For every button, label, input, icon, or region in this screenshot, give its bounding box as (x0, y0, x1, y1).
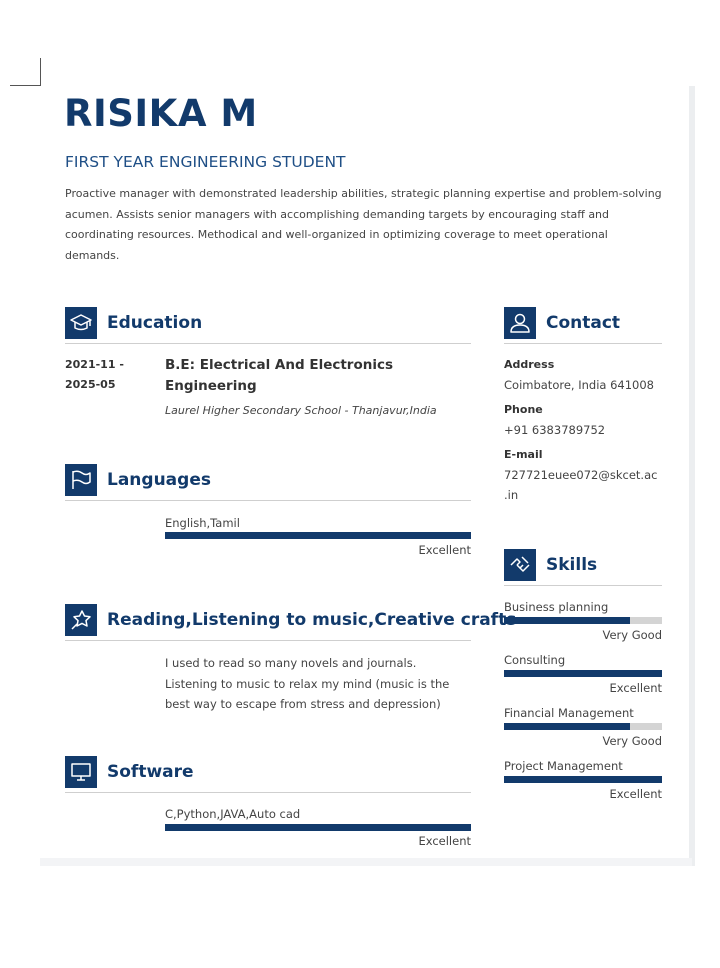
address-value: Coimbatore, India 641008 (504, 378, 654, 392)
divider (504, 585, 662, 586)
divider (65, 500, 471, 501)
resume-summary: Proactive manager with demonstrated lead… (65, 187, 662, 262)
skill-level-bar (504, 776, 662, 783)
page-shadow (689, 86, 695, 866)
hobbies-title: Reading,Listening to music,Creative craf… (107, 610, 517, 630)
skill-name: Financial Management (504, 706, 634, 720)
person-icon (504, 307, 536, 339)
star-pin-icon (65, 604, 97, 636)
address-label: Address (504, 358, 555, 371)
skill-level-bar (504, 617, 662, 624)
skill-rating: Very Good (602, 628, 662, 642)
crop-mark (10, 85, 40, 86)
skill-level-fill (504, 776, 662, 783)
skill-level-bar (504, 670, 662, 677)
contact-title: Contact (546, 313, 621, 333)
skill-name: Consulting (504, 653, 566, 667)
hobbies-heading: Reading,Listening to music,Creative craf… (65, 604, 516, 636)
software-rating: Excellent (418, 834, 471, 848)
divider (65, 792, 471, 793)
languages-heading: Languages (65, 464, 211, 496)
language-rating: Excellent (418, 543, 471, 557)
software-title: Software (107, 762, 194, 782)
education-heading: Education (65, 307, 202, 339)
education-date-end: 2025-05 (65, 378, 116, 391)
skill-level-fill (504, 617, 631, 624)
skill-rating: Excellent (609, 681, 662, 695)
language-name: English,Tamil (165, 516, 240, 530)
languages-title: Languages (107, 470, 211, 490)
resume-name: RISIKA M (64, 92, 258, 135)
email-value-continued[interactable]: .in (504, 488, 519, 502)
skill-level-fill (504, 670, 662, 677)
software-list: C,Python,JAVA,Auto cad (165, 807, 301, 821)
phone-label: Phone (504, 403, 543, 416)
hands-icon (504, 549, 536, 581)
education-school: Laurel Higher Secondary School - Thanjav… (165, 404, 437, 417)
education-title: Education (107, 313, 203, 333)
hobbies-description: I used to read so many novels and journa… (165, 656, 450, 711)
language-level-fill (165, 532, 471, 539)
email-label: E-mail (504, 448, 543, 461)
degree-line: B.E: Electrical And Electronics (165, 357, 394, 373)
monitor-icon (65, 756, 97, 788)
software-level-fill (165, 824, 471, 831)
skill-rating: Very Good (602, 734, 662, 748)
phone-value: +91 6383789752 (504, 423, 606, 437)
graduation-cap-icon (65, 307, 97, 339)
degree-line: Engineering (165, 378, 257, 394)
divider (65, 640, 471, 641)
divider (504, 343, 662, 344)
skill-name: Business planning (504, 600, 609, 614)
skill-level-fill (504, 723, 631, 730)
skill-rating: Excellent (609, 787, 662, 801)
crop-mark (40, 58, 41, 86)
language-level-bar (165, 532, 471, 539)
email-value[interactable]: 727721euee072@skcet.ac (504, 468, 658, 482)
software-level-bar (165, 824, 471, 831)
education-degree: B.E: Electrical And Electronics Engineer… (165, 355, 393, 397)
skill-level-bar (504, 723, 662, 730)
page-shadow (40, 858, 692, 866)
resume-headline: FIRST YEAR ENGINEERING STUDENT (65, 153, 346, 171)
software-heading: Software (65, 756, 194, 788)
flag-icon (65, 464, 97, 496)
skills-heading: Skills (504, 549, 597, 581)
skill-name: Project Management (504, 759, 623, 773)
education-date-start: 2021-11 - (65, 358, 124, 371)
divider (65, 343, 471, 344)
contact-heading: Contact (504, 307, 620, 339)
skills-title: Skills (546, 555, 598, 575)
